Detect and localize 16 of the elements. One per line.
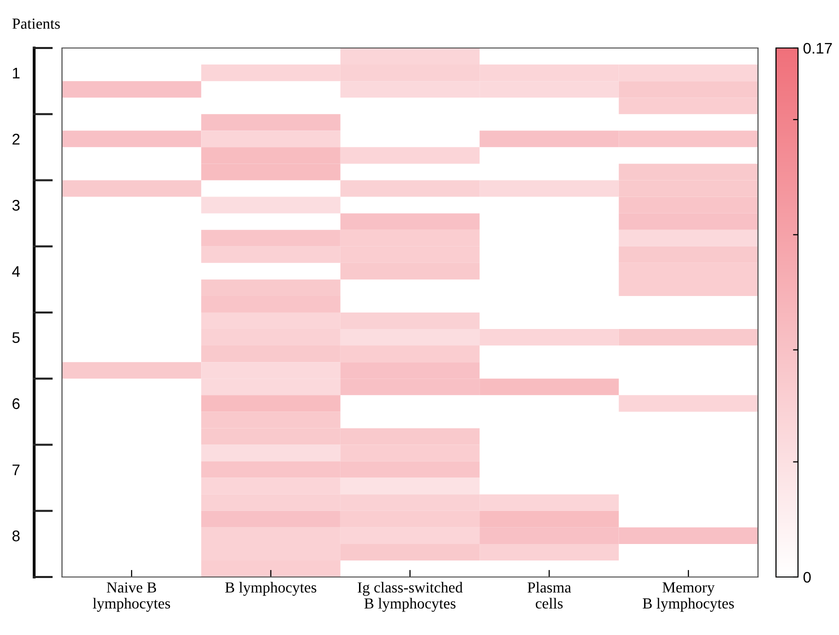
y-tick-label: 6 [12, 398, 20, 410]
y-tick-label: 4 [12, 266, 20, 277]
y-tick-label: 5 [12, 332, 20, 343]
x-tick-label: Naive B lymphocytes [92, 582, 170, 612]
x-tick-label: Plasma cells [528, 582, 572, 609]
x-tick-label: Memory B lymphocytes [642, 582, 734, 612]
color-bar-label: 0 [803, 572, 811, 583]
y-tick-label: 2 [12, 134, 20, 144]
x-tick-label: Ig class-switched B lymphocytes [358, 582, 463, 612]
y-tick-label: 7 [12, 464, 20, 476]
y-axis-title: Patients [12, 18, 60, 29]
y-tick-label: 1 [12, 68, 20, 78]
y-tick-label: 8 [12, 530, 20, 542]
y-tick-label: 3 [12, 200, 20, 211]
color-bar-label: 0.17 [803, 42, 832, 54]
x-tick-label: B lymphocytes [225, 582, 316, 596]
